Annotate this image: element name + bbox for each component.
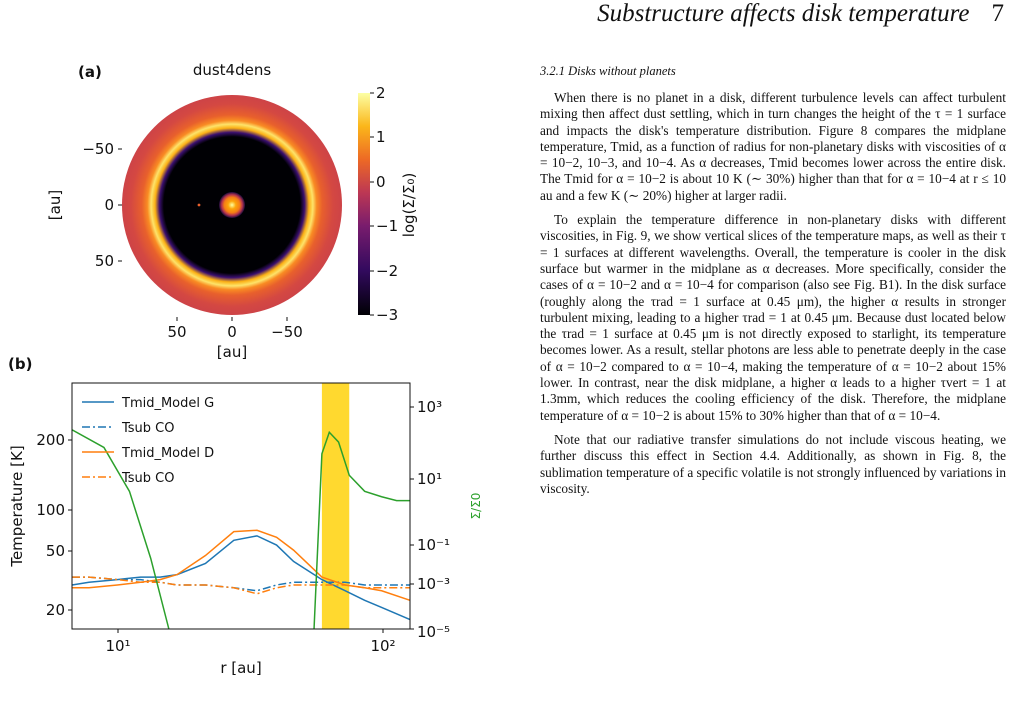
svg-text:−50: −50 [82,140,114,158]
plot-frame [71,382,411,630]
x-axis-ticks: 10¹ 10² [105,629,396,655]
series-tmid-model-g [71,535,411,621]
paragraph-2: To explain the temperature difference in… [540,212,1006,423]
figure-a-ylabel: [au] [46,190,64,220]
svg-text:0: 0 [227,323,237,341]
svg-text:−3: −3 [376,306,398,324]
legend-model-g: Tmid_Model G [121,396,214,411]
svg-text:50: 50 [95,252,114,270]
figure-b-temperature-plot: 200 100 50 20 Temperature [K] 10³ 10¹ 10… [8,382,483,677]
svg-text:100: 100 [36,501,65,519]
figure-a-title: dust4dens [193,61,272,79]
svg-text:200: 200 [36,431,65,449]
paragraph-3: Note that our radiative transfer simulat… [540,431,1007,496]
svg-text:2: 2 [376,84,386,102]
series-tmid-model-d [72,529,411,602]
svg-text:−50: −50 [271,323,303,341]
figure-a-disk-map: dust4dens −50 0 50 [au] 50 0 −50 [au] 2 … [46,61,418,361]
figure-b-label: (b) [8,355,33,373]
body-text: When there is no planet in a disk, diffe… [540,90,1006,505]
svg-text:10¹: 10¹ [105,637,130,655]
svg-text:10⁻⁵: 10⁻⁵ [417,623,450,641]
legend-tsub-co-d: Tsub CO [121,471,175,486]
figure-a-label: (a) [78,63,102,81]
colorbar-ticks: 2 1 0 −1 −2 −3 [370,84,398,324]
figure-a-xticks: 50 0 −50 [167,317,303,341]
left-axis-ticks: 200 100 50 20 [36,431,72,619]
running-header: Substructure affects disk temperature 7 [597,0,1004,28]
legend: Tmid_Model G Tsub CO Tmid_Model D Tsub C… [82,396,214,486]
series-tsub-co-g [72,576,410,592]
highlight-band [321,383,350,629]
paragraph-1: When there is no planet in a disk, diffe… [540,90,1006,203]
legend-model-d: Tmid_Model D [121,446,214,461]
figure-a-yticks: −50 0 50 [82,140,122,270]
figure-a-xlabel: [au] [217,343,247,361]
svg-text:1: 1 [376,128,386,146]
page-number: 7 [991,0,1005,27]
svg-text:50: 50 [46,542,65,560]
section-heading: 3.2.1 Disks without planets [540,64,676,78]
plot-lines [71,429,411,629]
legend-tsub-co-g: Tsub CO [121,421,175,436]
colorbar-label: log(Σ/Σ₀) [400,173,418,238]
figure-b-ylabel-right: Σ/Σ0 [469,493,483,520]
figure-b-xlabel: r [au] [220,659,261,677]
svg-text:10⁻³: 10⁻³ [417,575,450,593]
svg-text:0: 0 [376,173,386,191]
series-sigma-ratio [72,429,410,629]
svg-text:10²: 10² [370,637,395,655]
svg-text:0: 0 [104,196,114,214]
right-axis-ticks: 10³ 10¹ 10⁻¹ 10⁻³ 10⁻⁵ [410,398,450,641]
header-title: Substructure affects disk temperature [597,0,970,27]
series-tsub-co-d [72,576,410,595]
colorbar [358,93,370,315]
svg-text:20: 20 [46,601,65,619]
svg-text:10⁻¹: 10⁻¹ [417,536,450,554]
disk-inner-core [219,192,245,218]
svg-text:−1: −1 [376,217,398,235]
figure-b-ylabel: Temperature [K] [8,445,26,567]
svg-text:10¹: 10¹ [417,470,442,488]
svg-text:10³: 10³ [417,398,442,416]
svg-text:−2: −2 [376,262,398,280]
svg-text:50: 50 [167,323,186,341]
